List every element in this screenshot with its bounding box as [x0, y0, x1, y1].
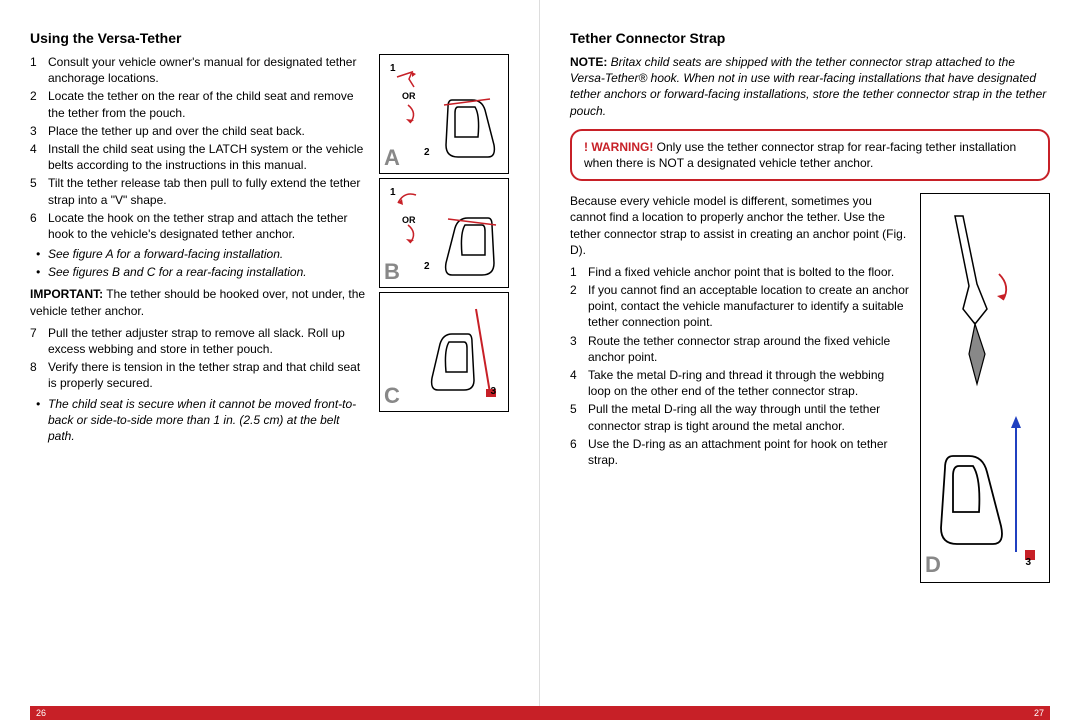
curve-arrow-icon [394, 189, 420, 207]
page-number-right: 27 [540, 706, 1050, 720]
bullet-b: See figures B and C for a rear-facing in… [48, 264, 369, 280]
step-6: Locate the hook on the tether strap and … [48, 211, 348, 241]
arrow-icon [394, 69, 416, 91]
step-2: Locate the tether on the rear of the chi… [48, 89, 354, 119]
right-columns: Because every vehicle model is different… [570, 193, 1050, 583]
heading-tether-connector: Tether Connector Strap [570, 30, 1050, 46]
note-text: NOTE: Britax child seats are shipped wit… [570, 54, 1050, 119]
page-number-left: 26 [30, 706, 540, 720]
rstep-1: Find a fixed vehicle anchor point that i… [588, 265, 894, 279]
page-left: Using the Versa-Tether 1Consult your veh… [0, 0, 540, 720]
important-note: IMPORTANT: The tether should be hooked o… [30, 286, 369, 318]
step-3: Place the tether up and over the child s… [48, 124, 305, 138]
steps-list-2: 7Pull the tether adjuster strap to remov… [30, 325, 369, 392]
left-text-column: 1Consult your vehicle owner's manual for… [30, 54, 369, 448]
strap-knot-icon [947, 214, 1017, 394]
figure-d: 3 D [920, 193, 1050, 583]
figures-column: 1 OR 2 A 1 OR 2 B [379, 54, 509, 448]
rstep-3: Route the tether connector strap around … [588, 334, 890, 364]
rstep-2: If you cannot find an acceptable locatio… [588, 283, 909, 329]
step-7: Pull the tether adjuster strap to remove… [48, 326, 345, 356]
bullet-a: See figure A for a forward-facing instal… [48, 246, 369, 262]
step-4: Install the child seat using the LATCH s… [48, 142, 363, 172]
car-seat-icon [428, 332, 478, 397]
figure-a: 1 OR 2 A [379, 54, 509, 174]
steps-list-right: 1Find a fixed vehicle anchor point that … [570, 264, 910, 468]
car-seat-icon [440, 213, 500, 283]
up-arrow-icon [1009, 414, 1023, 554]
heading-versa-tether: Using the Versa-Tether [30, 30, 509, 46]
warning-box: ! WARNING! Only use the tether connector… [570, 129, 1050, 181]
bullet-list-1: See figure A for a forward-facing instal… [30, 246, 369, 280]
right-text-column: Because every vehicle model is different… [570, 193, 910, 583]
left-columns: 1Consult your vehicle owner's manual for… [30, 54, 509, 448]
car-seat-icon [440, 95, 500, 165]
rstep-4: Take the metal D-ring and thread it thro… [588, 368, 884, 398]
intro-paragraph: Because every vehicle model is different… [570, 193, 910, 258]
tether-strap-icon [472, 305, 502, 400]
steps-list-1: 1Consult your vehicle owner's manual for… [30, 54, 369, 242]
step-1: Consult your vehicle owner's manual for … [48, 55, 356, 85]
curve-arrow-icon [400, 223, 420, 247]
rstep-5: Pull the metal D-ring all the way throug… [588, 402, 880, 432]
rstep-6: Use the D-ring as an attachment point fo… [588, 437, 888, 467]
figure-c: 3 C [379, 292, 509, 412]
curve-arrow-icon [400, 103, 420, 127]
figure-b: 1 OR 2 B [379, 178, 509, 288]
page-right: Tether Connector Strap NOTE: Britax chil… [540, 0, 1080, 720]
warning-icon: ! WARNING! [584, 140, 653, 154]
step-5: Tilt the tether release tab then pull to… [48, 176, 360, 206]
bullet-list-2: The child seat is secure when it cannot … [30, 396, 369, 445]
step-8: Verify there is tension in the tether st… [48, 360, 360, 390]
bullet-secure: The child seat is secure when it cannot … [48, 396, 369, 445]
car-seat-icon [935, 452, 1007, 552]
